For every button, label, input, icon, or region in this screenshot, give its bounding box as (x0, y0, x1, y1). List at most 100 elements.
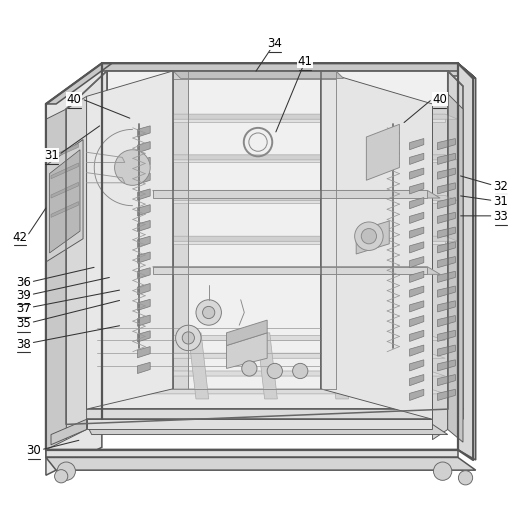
Text: 31: 31 (44, 149, 59, 162)
Polygon shape (109, 115, 458, 120)
Polygon shape (437, 272, 455, 283)
Polygon shape (437, 316, 455, 327)
Circle shape (115, 151, 150, 186)
Polygon shape (153, 267, 427, 275)
Circle shape (292, 363, 308, 379)
Polygon shape (89, 353, 445, 358)
Text: 37: 37 (16, 301, 31, 314)
Polygon shape (87, 425, 448, 435)
Polygon shape (153, 191, 427, 199)
Polygon shape (137, 284, 150, 295)
Polygon shape (437, 242, 455, 253)
Polygon shape (437, 389, 455, 401)
Circle shape (355, 222, 383, 251)
Polygon shape (137, 158, 150, 169)
Polygon shape (137, 127, 150, 138)
Circle shape (458, 471, 473, 485)
Polygon shape (173, 72, 336, 79)
Polygon shape (437, 375, 455, 386)
Polygon shape (410, 198, 424, 209)
Polygon shape (410, 139, 424, 151)
Polygon shape (356, 221, 389, 254)
Polygon shape (188, 333, 209, 399)
Polygon shape (410, 287, 424, 298)
Polygon shape (137, 237, 150, 248)
Polygon shape (437, 287, 455, 298)
Polygon shape (46, 140, 83, 262)
Polygon shape (321, 72, 343, 79)
Polygon shape (437, 228, 455, 239)
Polygon shape (410, 331, 424, 342)
Polygon shape (437, 139, 455, 151)
Text: 35: 35 (16, 317, 31, 329)
Polygon shape (437, 168, 455, 180)
Polygon shape (109, 239, 445, 244)
Polygon shape (173, 72, 188, 389)
Polygon shape (137, 189, 150, 201)
Polygon shape (137, 347, 150, 358)
Polygon shape (366, 125, 399, 181)
Polygon shape (437, 346, 455, 356)
Polygon shape (51, 145, 79, 160)
Polygon shape (109, 156, 458, 161)
Polygon shape (109, 199, 445, 204)
Polygon shape (437, 183, 455, 194)
Circle shape (433, 462, 452, 480)
Polygon shape (51, 183, 79, 199)
Polygon shape (89, 371, 445, 376)
Polygon shape (51, 163, 79, 179)
Polygon shape (87, 72, 173, 409)
Circle shape (203, 307, 215, 319)
Polygon shape (410, 154, 424, 165)
Polygon shape (410, 168, 424, 180)
Polygon shape (448, 72, 463, 419)
Circle shape (182, 332, 194, 345)
Polygon shape (102, 64, 458, 72)
Polygon shape (137, 143, 150, 154)
Polygon shape (137, 300, 150, 311)
Text: 39: 39 (16, 289, 31, 302)
Polygon shape (66, 97, 87, 440)
Text: 36: 36 (16, 276, 31, 289)
Polygon shape (51, 202, 79, 218)
Polygon shape (66, 72, 107, 425)
Polygon shape (153, 191, 440, 199)
Polygon shape (410, 213, 424, 224)
Polygon shape (137, 316, 150, 327)
Circle shape (54, 470, 68, 483)
Polygon shape (137, 362, 150, 374)
Polygon shape (410, 316, 424, 327)
Polygon shape (227, 321, 267, 346)
Polygon shape (173, 72, 343, 79)
Polygon shape (437, 213, 455, 224)
Polygon shape (410, 183, 424, 194)
Polygon shape (46, 110, 66, 450)
Polygon shape (321, 72, 432, 419)
Polygon shape (109, 237, 458, 242)
Text: 33: 33 (493, 210, 508, 223)
Circle shape (267, 363, 282, 379)
Polygon shape (410, 272, 424, 283)
Polygon shape (109, 196, 458, 201)
Text: 32: 32 (493, 180, 508, 192)
Polygon shape (153, 267, 440, 275)
Polygon shape (437, 360, 455, 371)
Polygon shape (410, 375, 424, 386)
Text: 31: 31 (493, 195, 508, 208)
Polygon shape (46, 458, 475, 470)
Polygon shape (410, 389, 424, 401)
Polygon shape (137, 331, 150, 343)
Polygon shape (321, 72, 336, 389)
Circle shape (361, 229, 377, 244)
Text: 30: 30 (26, 443, 41, 457)
Polygon shape (137, 221, 150, 232)
Circle shape (196, 300, 222, 326)
Polygon shape (410, 242, 424, 253)
Polygon shape (437, 198, 455, 209)
Polygon shape (437, 154, 455, 165)
Polygon shape (137, 174, 150, 185)
Circle shape (57, 462, 76, 480)
Polygon shape (437, 331, 455, 342)
Polygon shape (89, 336, 445, 341)
Polygon shape (46, 450, 458, 458)
